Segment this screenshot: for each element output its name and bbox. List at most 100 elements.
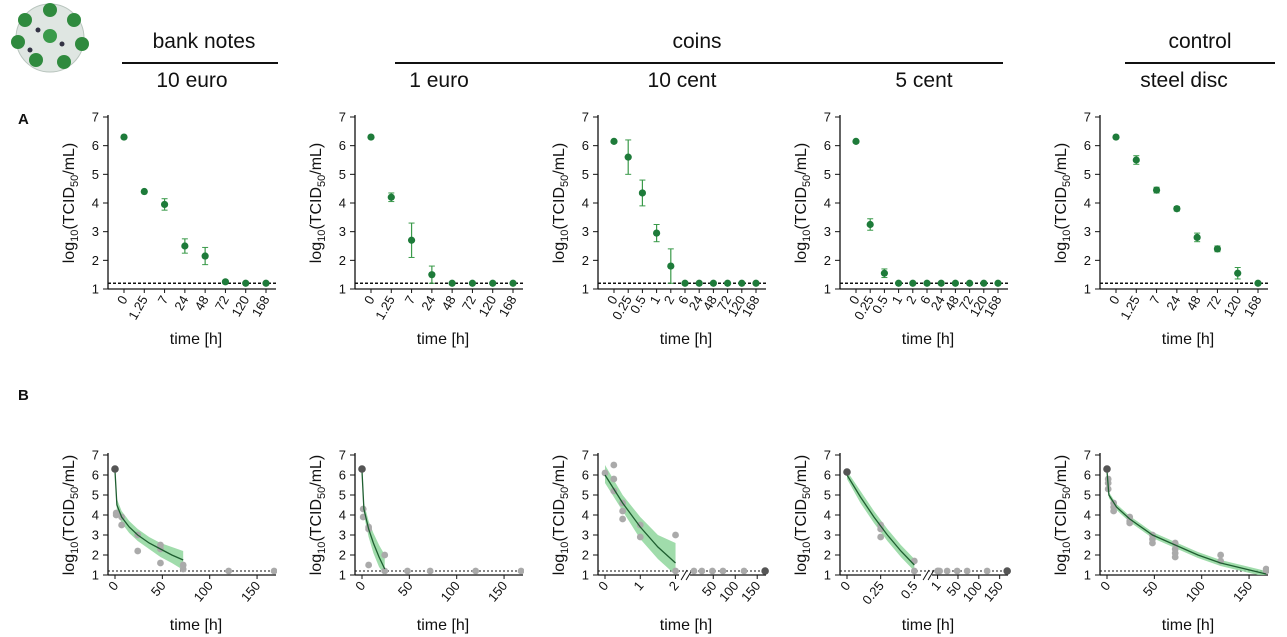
y-tick-label: 3 xyxy=(824,528,831,543)
x-tick-label: 0 xyxy=(595,578,611,593)
point xyxy=(619,515,627,523)
x-axis-label: time [h] xyxy=(1162,617,1214,634)
y-label-part: 50 xyxy=(559,487,571,499)
point xyxy=(709,279,718,287)
point xyxy=(140,187,148,196)
axis-break xyxy=(927,569,935,581)
y-tick-label: 7 xyxy=(1084,110,1091,125)
point xyxy=(980,279,988,287)
y-label-part: (TCID xyxy=(61,187,78,230)
y-label-part: 10 xyxy=(1061,542,1073,554)
x-tick-label: 24 xyxy=(1163,293,1183,313)
y-tick-label: 5 xyxy=(824,488,831,503)
x-tick-label: 72 xyxy=(459,293,479,313)
plot-area xyxy=(846,471,991,575)
y-tick-label: 1 xyxy=(92,282,99,297)
y-label-part: (TCID xyxy=(308,499,325,542)
point xyxy=(387,193,395,201)
y-label-part: (TCID xyxy=(1053,187,1070,230)
x-tick-label: 50 xyxy=(1140,578,1161,599)
y-tick-label: 6 xyxy=(92,138,99,153)
x-tick-label: 100 xyxy=(1183,578,1208,604)
y-label-part: 50 xyxy=(1061,175,1073,187)
plot-area xyxy=(359,467,524,575)
y-label-part: 10 xyxy=(316,542,328,554)
point xyxy=(428,271,436,279)
x-tick-label: 24 xyxy=(928,293,948,313)
x-axis-label: time [h] xyxy=(170,331,222,348)
point xyxy=(672,531,679,539)
x-tick-label: 48 xyxy=(700,293,720,313)
point xyxy=(695,279,703,287)
point xyxy=(963,567,971,575)
point xyxy=(653,229,661,237)
point xyxy=(619,507,627,515)
y-axis-label: log10(TCID50/mL) xyxy=(61,143,81,264)
point xyxy=(610,475,618,483)
y-label-part: (TCID xyxy=(61,499,78,542)
point xyxy=(740,567,748,575)
y-tick-label: 5 xyxy=(824,167,831,182)
y-tick-label: 7 xyxy=(339,110,346,125)
point xyxy=(601,469,609,477)
point xyxy=(1262,567,1269,575)
group-label: control xyxy=(1168,30,1231,53)
point xyxy=(489,279,497,287)
x-tick-label: 72 xyxy=(212,293,232,313)
y-tick-label: 3 xyxy=(339,528,346,543)
confidence-band xyxy=(362,467,385,575)
point xyxy=(517,567,524,575)
y-label-part: 10 xyxy=(316,230,328,242)
y-label-part: 10 xyxy=(559,542,571,554)
x-tick-label: 100 xyxy=(960,578,985,604)
point xyxy=(923,279,931,287)
y-tick-label: 4 xyxy=(824,508,831,523)
x-tick-label: 0.5 xyxy=(869,293,891,316)
y-tick-label: 4 xyxy=(339,196,346,211)
point xyxy=(994,279,1002,287)
point xyxy=(880,269,889,277)
y-tick-label: 4 xyxy=(339,508,346,523)
x-tick-label: 150 xyxy=(738,578,763,604)
point xyxy=(1152,186,1161,194)
y-tick-label: 7 xyxy=(92,448,99,463)
y-tick-label: 1 xyxy=(824,282,831,297)
x-tick-label: 1 xyxy=(928,578,944,593)
point xyxy=(681,279,689,287)
x-axis-label: time [h] xyxy=(660,617,712,634)
y-axis-label: log10(TCID50/mL) xyxy=(308,143,328,264)
point xyxy=(181,242,189,250)
fit-line xyxy=(846,474,915,566)
x-tick-label: 0 xyxy=(114,293,131,307)
x-tick-label: 72 xyxy=(1204,293,1224,313)
x-tick-label: 24 xyxy=(171,293,191,313)
y-tick-label: 7 xyxy=(582,110,589,125)
y-tick-label: 6 xyxy=(824,468,831,483)
point xyxy=(943,567,951,575)
y-label-part: 10 xyxy=(801,542,813,554)
x-axis-label: time [h] xyxy=(660,331,712,348)
y-axis-label: log10(TCID50/mL) xyxy=(308,455,328,576)
y-tick-label: 6 xyxy=(92,468,99,483)
point-highlight xyxy=(111,465,119,473)
virus-icon xyxy=(11,3,89,73)
point xyxy=(936,567,944,575)
point xyxy=(966,279,974,287)
y-tick-label: 1 xyxy=(1084,568,1091,583)
y-tick-label: 6 xyxy=(1084,138,1091,153)
axis-break xyxy=(922,569,930,581)
x-tick-label: 48 xyxy=(942,293,962,313)
y-tick-label: 6 xyxy=(582,138,589,153)
y-label-part: 10 xyxy=(1061,230,1073,242)
point xyxy=(118,521,126,529)
point xyxy=(1132,156,1140,164)
point xyxy=(937,279,945,287)
point xyxy=(225,567,233,575)
y-tick-label: 2 xyxy=(582,548,589,563)
y-label-part: log xyxy=(551,242,568,263)
x-tick-label: 0 xyxy=(1106,293,1123,307)
chart: steel disc log10(TCID50/mL) time [h] 1 2 3 4 5 6… xyxy=(1053,69,1268,348)
